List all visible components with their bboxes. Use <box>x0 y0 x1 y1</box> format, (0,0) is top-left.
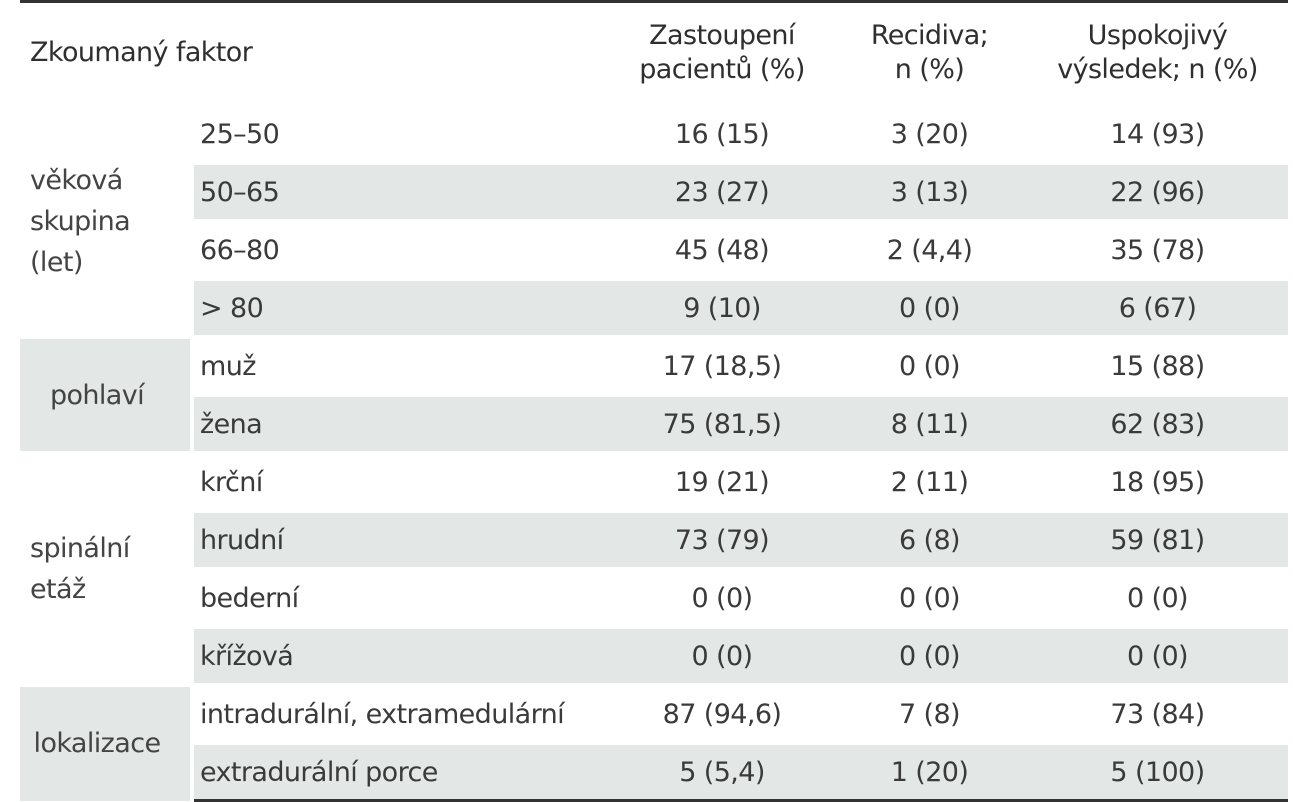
group-label-line: (let) <box>30 246 83 278</box>
table-row: věková skupina (let) 25–50 16 (15) 3 (20… <box>20 103 1288 337</box>
cell-result: 14 (93) <box>1027 103 1288 163</box>
table-row: 50–65 23 (27) 3 (13) 22 (96) <box>20 161 1288 221</box>
row-subfactor: krční <box>190 451 612 511</box>
header-share-line1: Zastoupení <box>649 20 795 51</box>
row-subfactor: 25–50 <box>190 103 612 163</box>
cell-result: 22 (96) <box>1027 161 1288 221</box>
header-recurrence-line2: n (%) <box>894 54 965 85</box>
cell-recurrence: 3 (20) <box>832 103 1027 163</box>
cell-share: 87 (94,6) <box>612 683 832 743</box>
cell-recurrence: 0 (0) <box>832 335 1027 395</box>
results-table: Zkoumaný faktor Zastoupení pacientů (%) … <box>20 0 1288 802</box>
cell-share: 45 (48) <box>612 219 832 279</box>
cell-recurrence: 1 (20) <box>832 741 1027 802</box>
row-subfactor: hrudní <box>190 509 612 569</box>
cell-share: 0 (0) <box>612 567 832 627</box>
row-subfactor: bederní <box>190 567 612 627</box>
table-row: extradurální porce 5 (5,4) 1 (20) 5 (100… <box>20 741 1288 802</box>
header-recurrence: Recidiva; n (%) <box>832 1 1027 107</box>
cell-share: 19 (21) <box>612 451 832 511</box>
header-factor: Zkoumaný faktor <box>20 1 612 107</box>
row-subfactor: muž <box>190 335 612 395</box>
cell-result: 15 (88) <box>1027 335 1288 395</box>
cell-recurrence: 6 (8) <box>832 509 1027 569</box>
table-row: žena 75 (81,5) 8 (11) 62 (83) <box>20 393 1288 453</box>
cell-recurrence: 3 (13) <box>832 161 1027 221</box>
group-label-spinal-level: spinální etáž <box>20 451 192 685</box>
cell-recurrence: 2 (11) <box>832 451 1027 511</box>
table-row: pohlaví muž 17 (18,5) 0 (0) 15 (88) <box>20 335 1288 453</box>
table-row: bederní 0 (0) 0 (0) 0 (0) <box>20 567 1288 627</box>
header-result-line1: Uspokojivý <box>1087 20 1228 51</box>
cell-result: 5 (100) <box>1027 741 1288 802</box>
header-share: Zastoupení pacientů (%) <box>612 1 832 107</box>
row-subfactor: > 80 <box>190 277 612 337</box>
cell-result: 59 (81) <box>1027 509 1288 569</box>
table-row: hrudní 73 (79) 6 (8) 59 (81) <box>20 509 1288 569</box>
header-result-line2: výsledek; n (%) <box>1057 54 1258 85</box>
group-label-sex: pohlaví <box>20 335 192 453</box>
cell-share: 73 (79) <box>612 509 832 569</box>
header-share-line2: pacientů (%) <box>639 54 805 85</box>
group-label-line: skupina <box>30 205 131 237</box>
row-subfactor: 50–65 <box>190 161 612 221</box>
cell-result: 73 (84) <box>1027 683 1288 743</box>
cell-share: 5 (5,4) <box>612 741 832 802</box>
cell-share: 0 (0) <box>612 625 832 685</box>
group-label-localization: lokalizace <box>20 683 192 801</box>
table-row: 66–80 45 (48) 2 (4,4) 35 (78) <box>20 219 1288 279</box>
table-row: křížová 0 (0) 0 (0) 0 (0) <box>20 625 1288 685</box>
row-subfactor: žena <box>190 393 612 453</box>
header-recurrence-line1: Recidiva; <box>870 20 989 51</box>
group-label-line: spinální <box>30 533 130 564</box>
cell-share: 9 (10) <box>612 277 832 337</box>
group-label-line: věková <box>30 164 123 196</box>
row-subfactor: 66–80 <box>190 219 612 279</box>
header-result: Uspokojivý výsledek; n (%) <box>1027 1 1288 107</box>
cell-recurrence: 0 (0) <box>832 277 1027 337</box>
row-subfactor: extradurální porce <box>190 741 612 802</box>
cell-recurrence: 0 (0) <box>832 567 1027 627</box>
row-subfactor: křížová <box>190 625 612 685</box>
cell-share: 17 (18,5) <box>612 335 832 395</box>
cell-recurrence: 8 (11) <box>832 393 1027 453</box>
cell-recurrence: 7 (8) <box>832 683 1027 743</box>
group-label-line: etáž <box>30 574 86 605</box>
group-label-line: lokalizace <box>33 728 162 760</box>
results-table-container: Zkoumaný faktor Zastoupení pacientů (%) … <box>20 0 1288 802</box>
cell-recurrence: 0 (0) <box>832 625 1027 685</box>
cell-recurrence: 2 (4,4) <box>832 219 1027 279</box>
row-subfactor: intradurální, extramedulární <box>190 683 612 743</box>
cell-share: 23 (27) <box>612 161 832 221</box>
group-label-age: věková skupina (let) <box>20 103 192 337</box>
cell-result: 35 (78) <box>1027 219 1288 279</box>
table-row: spinální etáž krční 19 (21) 2 (11) 18 (9… <box>20 451 1288 685</box>
table-header-row: Zkoumaný faktor Zastoupení pacientů (%) … <box>20 1 1288 107</box>
cell-result: 62 (83) <box>1027 393 1288 453</box>
cell-result: 0 (0) <box>1027 625 1288 685</box>
table-row: lokalizace intradurální, extramedulární … <box>20 683 1288 801</box>
cell-result: 0 (0) <box>1027 567 1288 627</box>
cell-result: 18 (95) <box>1027 451 1288 511</box>
cell-share: 16 (15) <box>612 103 832 163</box>
cell-share: 75 (81,5) <box>612 393 832 453</box>
group-label-line: pohlaví <box>49 379 145 411</box>
cell-result: 6 (67) <box>1027 277 1288 337</box>
table-row: > 80 9 (10) 0 (0) 6 (67) <box>20 277 1288 337</box>
